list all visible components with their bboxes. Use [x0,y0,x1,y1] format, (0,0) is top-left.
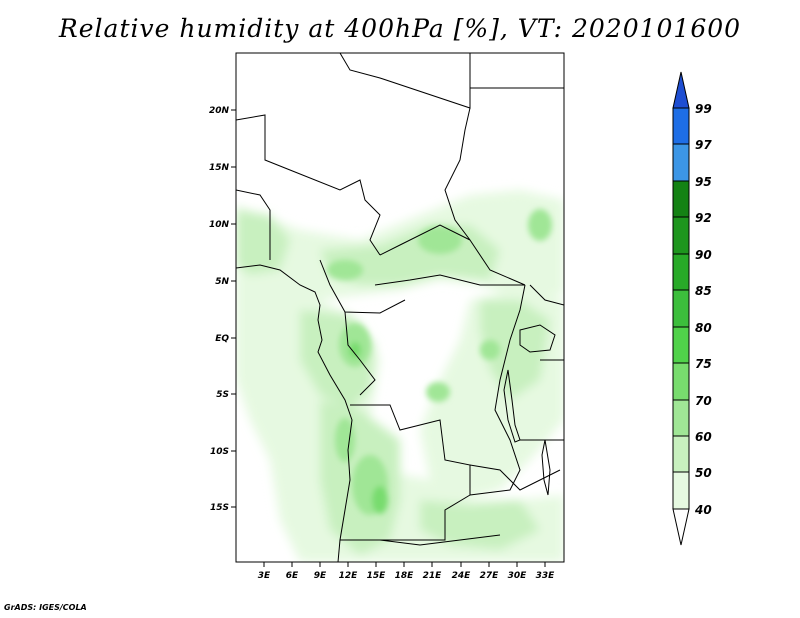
boundary-libya-chad [339,53,471,109]
lat-label: 5S [216,390,229,400]
boundary-zambia [469,464,561,491]
lat-label: 5N [215,277,229,287]
humid-core-1 [418,226,462,254]
boundaries [236,53,564,562]
colorbar-label: 60 [695,430,712,444]
colorbar-label: 50 [695,466,712,480]
boundary-angola-east [350,404,471,541]
humid-zone-west-coast [236,210,290,275]
boundary-nigeria [236,189,271,260]
lat-label: 15S [210,503,229,513]
coastline-west [236,264,353,562]
colorbar-label: 80 [695,321,712,335]
lat-label: 10N [209,220,230,230]
humid-core-8 [528,209,552,241]
lon-label: 18E [395,571,415,581]
lake-victoria [519,324,556,353]
humid-core-2 [327,260,363,280]
lake-malawi [541,439,551,496]
humid-core-6 [480,340,500,360]
colorbar-label: 97 [695,138,712,152]
boundary-car-south [374,274,525,286]
grads-credit: GrADS: IGES/COLA [4,603,87,612]
boundary-east-africa [520,284,564,441]
colorbar-label: 95 [695,175,712,189]
boundary-congo [344,311,376,396]
lon-label: 9E [314,571,327,581]
colorbar-label: 70 [695,394,712,408]
colorbar-segment [672,326,690,364]
lat-label: 10S [210,447,229,457]
lon-label: 33E [536,571,556,581]
humid-core-10 [349,342,361,358]
boundary-car-north [379,224,471,256]
colorbar-segment [672,180,690,218]
lon-label: 3E [258,571,271,581]
lake-tanganyika [503,369,521,443]
colorbar-label: 99 [695,102,712,116]
colorbar-segment [672,362,690,401]
lat-label: 15N [209,163,230,173]
humid-zone-south-central [420,500,540,550]
colorbar-segment [672,107,690,145]
colorbar-segment [672,143,690,182]
colorbar-label: 40 [694,503,712,517]
colorbar-label: 90 [695,248,712,262]
plot-frame [235,52,565,563]
lon-label: 24E [452,571,472,581]
colorbar-label: 85 [695,284,712,298]
humidity-field [236,53,564,562]
humid-core-5 [335,418,355,462]
boundary-niger-chad [236,114,381,256]
colorbar-segment [672,216,690,255]
colorbar-bottom-arrow [672,508,690,546]
colorbar-segment [672,253,690,291]
colorbar-label: 75 [695,357,712,371]
colorbar: 99 97 95 92 90 85 80 75 70 60 50 40 [672,71,712,546]
map-title: Relative humidity at 400hPa [%], VT: 202… [58,14,742,43]
humid-core-7 [426,382,450,402]
lon-label: 21E [423,571,443,581]
colorbar-segment [672,435,690,473]
lon-label: 12E [339,571,359,581]
lon-label: 30E [508,571,528,581]
humid-zone-east [480,300,550,400]
colorbar-label: 92 [695,211,712,225]
lat-label: EQ [215,334,229,344]
lat-label: 20N [209,106,230,116]
boundary-chad-sudan [444,107,526,286]
lon-label: 15E [367,571,387,581]
lon-label: 27E [480,571,500,581]
colorbar-segment [672,471,690,510]
lon-axis: 3E 6E 9E 12E 15E 18E 21E 24E 27E 30E 33E [258,562,555,581]
lat-axis: 20N 15N 10N 5N EQ 5S 10S 15S [209,106,236,513]
boundary-namibia [340,534,501,546]
lon-label: 6E [286,571,299,581]
humid-core-9 [372,486,388,514]
colorbar-top-arrow [672,71,690,109]
colorbar-segment [672,399,690,437]
colorbar-segment [672,289,690,328]
